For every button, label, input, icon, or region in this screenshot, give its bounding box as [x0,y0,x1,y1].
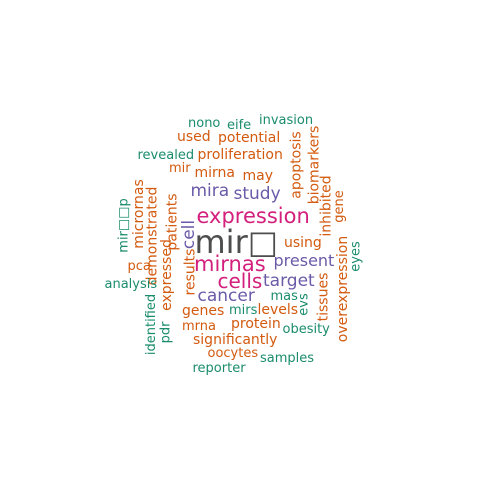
cloud-word: apoptosis [288,131,305,199]
cloud-word: potential [218,130,281,146]
cloud-word: samples [260,350,315,366]
cloud-word: cells [217,269,263,293]
cloud-word: may [242,168,274,184]
cloud-word: micrornas [130,179,147,249]
cloud-word: mira [190,180,230,201]
cloud-word: oocytes [207,345,259,361]
cloud-word: evs [296,292,312,316]
cloud-word: eyes [348,240,364,272]
cloud-word: pca [127,258,151,274]
cloud-word: cell [178,219,199,249]
cloud-word: obesity [282,321,330,337]
cloud-word: tissues [314,272,331,322]
cloud-word: invasion [259,112,314,128]
cloud-word: expression [196,203,310,228]
cloud-word: study [233,183,281,204]
cloud-word: present [273,251,335,270]
cloud-word: reporter [192,360,246,376]
cloud-word: cancer [197,285,255,306]
cloud-word: proliferation [197,147,283,163]
cloud-word: protein [231,316,281,332]
cloud-word: using [284,235,322,251]
cloud-word: identified [143,293,159,355]
cloud-word: genes [182,303,225,319]
cloud-word: eife [227,117,252,133]
cloud-word: expressed [158,239,175,311]
cloud-word: revealed [137,147,195,163]
cloud-word: results [181,248,198,296]
cloud-word: nono [188,115,221,131]
cloud-word: used [177,129,211,145]
cloud-word: levels [257,302,299,318]
cloud-word: target [263,270,315,291]
cloud-word: mirna [194,165,236,181]
cloud-word: gene [331,189,347,223]
cloud-word: significantly [193,332,278,348]
cloud-word: mirnas [194,251,266,276]
cloud-word: mir [169,160,191,176]
cloud-word: mas [270,288,298,304]
cloud-word: mirs [229,302,258,318]
cloud-word: mrna [182,318,216,334]
cloud-word: analysis [104,276,158,292]
cloud-word: mir□ [194,223,278,261]
cloud-word: pdr [158,321,174,343]
cloud-word: mir□□p [116,197,132,253]
